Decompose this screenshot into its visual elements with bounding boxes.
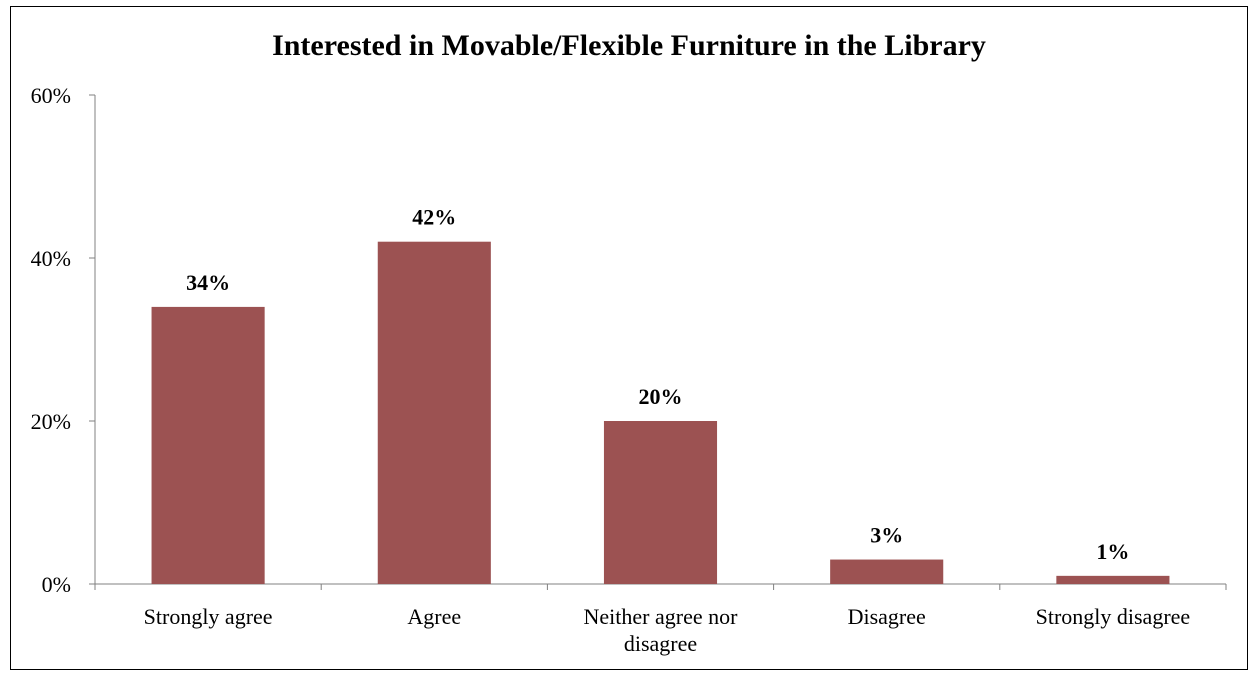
x-tick-label: Agree bbox=[407, 604, 461, 629]
x-tick-label: disagree bbox=[624, 631, 697, 656]
y-tick-label: 0% bbox=[42, 572, 71, 597]
data-label: 3% bbox=[870, 523, 903, 548]
bar bbox=[377, 241, 491, 584]
x-axis: Strongly agree Agree Neither agree nordisa… bbox=[94, 584, 1227, 656]
x-tick-label: Neither agree nor bbox=[584, 604, 739, 629]
bar bbox=[830, 559, 944, 584]
bar bbox=[603, 421, 718, 584]
x-tick-label: Strongly disagree bbox=[1036, 604, 1191, 629]
y-tick-label: 60% bbox=[31, 83, 71, 108]
bar bbox=[151, 306, 265, 584]
data-labels: 34% 42% 20% 3% 1% bbox=[186, 205, 1129, 564]
bar bbox=[1056, 575, 1170, 584]
y-axis: 0% 20% 40% 60% bbox=[31, 83, 95, 597]
data-label: 42% bbox=[412, 205, 456, 230]
y-tick-label: 20% bbox=[31, 409, 71, 434]
data-label: 1% bbox=[1096, 539, 1129, 564]
bar-series bbox=[151, 241, 1170, 584]
x-tick-label: Disagree bbox=[848, 604, 926, 629]
y-tick-label: 40% bbox=[31, 246, 71, 271]
data-label: 34% bbox=[186, 270, 230, 295]
chart-title: Interested in Movable/Flexible Furniture… bbox=[272, 29, 986, 62]
x-tick-label: Strongly agree bbox=[144, 604, 273, 629]
data-label: 20% bbox=[639, 384, 683, 409]
